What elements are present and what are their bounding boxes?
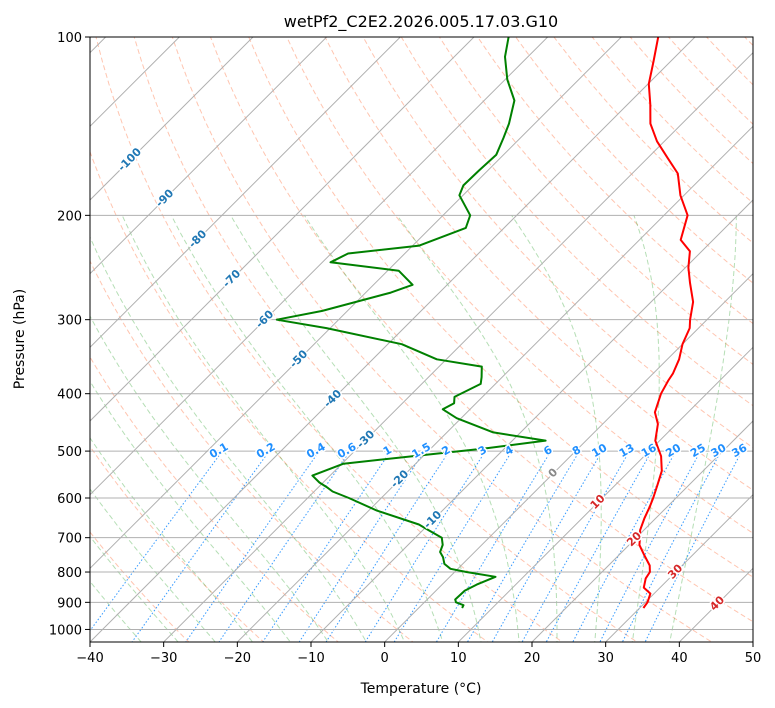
isotherm-line xyxy=(90,37,623,570)
y-tick-label: 500 xyxy=(57,445,82,460)
x-tick-label: 40 xyxy=(671,651,688,666)
isotherm-line xyxy=(604,493,753,642)
x-tick-label: 0 xyxy=(381,651,389,666)
x-tick-label: −20 xyxy=(224,651,251,666)
moist-adiabat xyxy=(230,215,482,642)
x-axis-title: Temperature (°C) xyxy=(360,681,482,697)
isotherm-line xyxy=(90,37,181,128)
x-tick-label: 10 xyxy=(450,651,467,666)
y-tick-label: 200 xyxy=(57,209,82,224)
isotherm-line xyxy=(236,125,753,642)
moist-adiabat xyxy=(90,314,329,642)
dry-adiabat xyxy=(90,531,190,642)
y-tick-label: 1000 xyxy=(49,623,82,638)
isotherm-line xyxy=(531,420,753,642)
isotherm-line xyxy=(162,51,753,642)
x-tick-label: 50 xyxy=(745,651,762,666)
chart-title: wetPf2_C2E2.2026.005.17.03.G10 xyxy=(284,12,558,32)
moist-adiabat xyxy=(90,235,367,642)
dry-adiabat xyxy=(400,37,753,407)
dry-adiabat xyxy=(171,37,713,642)
dewpoint-profile xyxy=(275,37,547,609)
isotherm-line xyxy=(383,272,753,642)
isotherm-line xyxy=(90,37,328,275)
x-tick-label: 20 xyxy=(524,651,541,666)
y-tick-label: 900 xyxy=(57,596,82,611)
y-axis-title: Pressure (hPa) xyxy=(12,289,28,389)
axis-layer: −40 −30 −20 −10 0 10 20 30 40 50 100 200 300 400 500 60… xyxy=(49,31,761,666)
y-tick-label: 600 xyxy=(57,492,82,507)
isotherm-line xyxy=(90,37,254,201)
x-tick-label: 30 xyxy=(597,651,614,666)
moist-adiabat xyxy=(90,580,142,642)
data-layer xyxy=(275,37,695,609)
x-tick-label: −40 xyxy=(76,651,103,666)
grid-layer xyxy=(90,37,753,642)
temperature-profile xyxy=(638,37,695,609)
isotherm-line xyxy=(90,37,475,422)
x-tick-label: −30 xyxy=(150,651,177,666)
y-tick-label: 100 xyxy=(57,31,82,46)
y-tick-label: 700 xyxy=(57,532,82,547)
moist-adiabat xyxy=(90,436,254,642)
isotherm-line xyxy=(90,37,696,642)
moist-adiabat xyxy=(90,488,216,642)
y-tick-label: 400 xyxy=(57,388,82,403)
dry-adiabat xyxy=(324,37,753,491)
moist-adiabat xyxy=(631,215,660,642)
isotherm-line xyxy=(90,37,402,349)
moist-adiabat xyxy=(121,215,406,642)
x-tick-label: −10 xyxy=(297,651,324,666)
moist-adiabat xyxy=(90,535,179,642)
moist-adiabat xyxy=(303,215,520,642)
moist-adiabat xyxy=(396,215,558,642)
isotherm-line xyxy=(457,346,753,642)
moist-adiabat xyxy=(511,215,602,642)
isotherm-line xyxy=(310,199,753,642)
plot-frame xyxy=(89,36,754,643)
moist-adiabat xyxy=(669,215,737,642)
isotherm-line xyxy=(90,37,549,496)
dry-adiabat xyxy=(438,37,753,366)
y-tick-label: 800 xyxy=(57,566,82,581)
y-tick-label: 300 xyxy=(57,314,82,329)
